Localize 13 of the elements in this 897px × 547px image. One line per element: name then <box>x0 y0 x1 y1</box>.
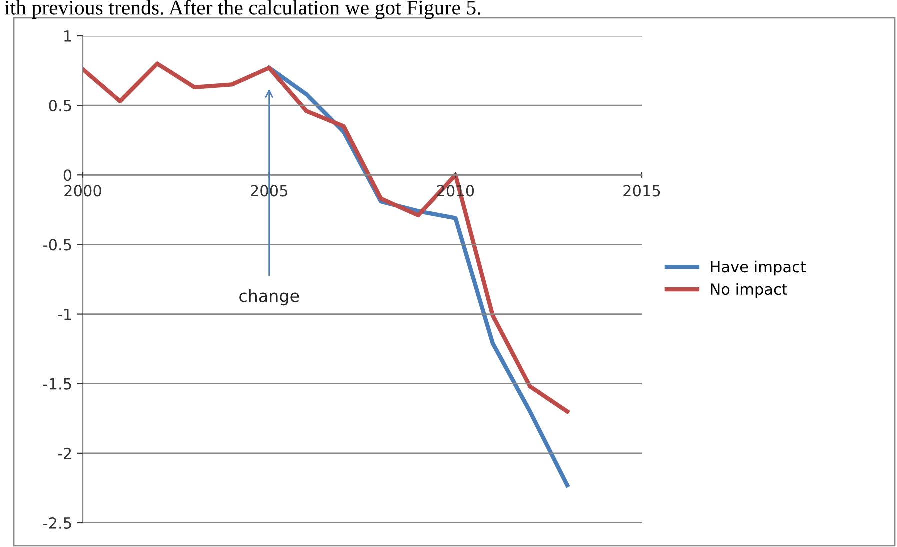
y-tick-label: -1 <box>58 308 72 320</box>
annotation: change <box>240 289 300 306</box>
text: ith previous trends. After the calculation we got Figure 5. <box>4 0 480 20</box>
y-tick-label: -2.5 <box>44 517 72 530</box>
y-tick-label: 0.5 <box>49 100 72 112</box>
y-tick-label: -0.5 <box>44 239 72 251</box>
legend-label: Have impact <box>711 260 806 276</box>
y-tick-label: -1.5 <box>44 378 72 390</box>
y-tick-label: 0 <box>64 170 72 182</box>
x-tick-label: 2015 <box>624 185 660 197</box>
y-tick-label: -2 <box>58 448 72 460</box>
y-tick-label: 1 <box>64 30 72 42</box>
legend-label: No impact <box>711 283 788 298</box>
